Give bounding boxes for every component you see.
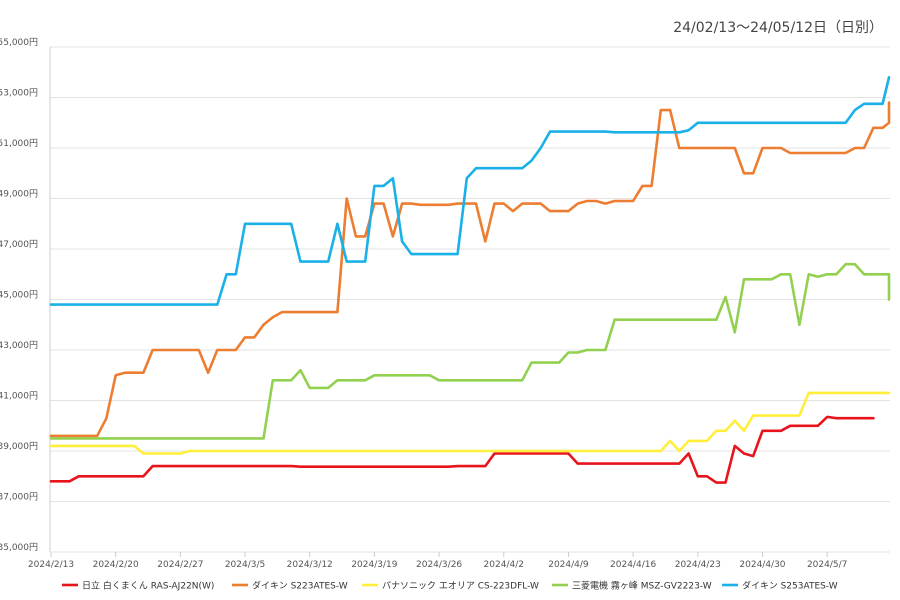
legend-label-3: パナソニック エオリア CS-223DFL-W: [382, 581, 539, 592]
legend-label-1: 日立 白くまくん RAS-AJ22N(W): [82, 580, 214, 592]
x-tick-label: 2024/3/12: [287, 560, 333, 570]
x-axis-ticks: 2024/2/13 2024/2/20 2024/2/27 2024/3/5 2024/…: [28, 552, 847, 570]
series-line-3: [49, 391, 891, 455]
y-tick-label: 45,000円: [0, 290, 38, 301]
x-tick-label: 2024/2/27: [157, 560, 203, 570]
legend: 日立 白くまくん RAS-AJ22N(W) ダイキン S223ATES-W パナソニ…: [62, 580, 838, 592]
series-line-5: [49, 76, 891, 306]
legend-label-5: ダイキン S253ATES-W: [742, 580, 838, 592]
y-tick-label: 47,000円: [0, 239, 38, 250]
series-line-2: [49, 101, 891, 438]
x-tick-label: 2024/2/20: [93, 560, 139, 570]
y-tick-label: 37,000円: [0, 492, 38, 503]
y-tick-label: 35,000円: [0, 542, 38, 553]
y-tick-label: 51,000円: [0, 138, 38, 149]
y-tick-label: 41,000円: [0, 391, 38, 402]
x-tick-label: 2024/3/5: [225, 560, 265, 570]
x-tick-label: 2024/3/19: [351, 560, 397, 570]
legend-label-2: ダイキン S223ATES-W: [252, 580, 348, 592]
series-lines: [49, 76, 891, 484]
x-tick-label: 2024/4/23: [675, 560, 721, 570]
y-tick-label: 53,000円: [0, 88, 38, 99]
y-tick-label: 55,000円: [0, 37, 38, 48]
chart-subtitle: 24/02/13～24/05/12日（日別）: [673, 20, 883, 36]
series-line-4: [49, 262, 891, 440]
x-tick-label: 2024/4/2: [484, 560, 524, 570]
legend-label-4: 三菱電機 霧ヶ峰 MSZ-GV2223-W: [572, 580, 712, 592]
x-tick-label: 2024/4/30: [739, 560, 785, 570]
x-tick-label: 2024/5/7: [807, 560, 847, 570]
y-tick-label: 43,000円: [0, 340, 38, 351]
x-tick-label: 2024/2/13: [28, 560, 74, 570]
y-tick-label: 49,000円: [0, 189, 38, 200]
x-tick-label: 2024/3/26: [416, 560, 462, 570]
y-axis-ticks: 35,000円 37,000円 39,000円 41,000円 43,000円 45,00…: [0, 37, 38, 553]
y-tick-label: 39,000円: [0, 441, 38, 452]
x-tick-label: 2024/4/16: [610, 560, 656, 570]
series-line-1: [49, 415, 875, 484]
x-tick-label: 2024/4/9: [548, 560, 589, 570]
